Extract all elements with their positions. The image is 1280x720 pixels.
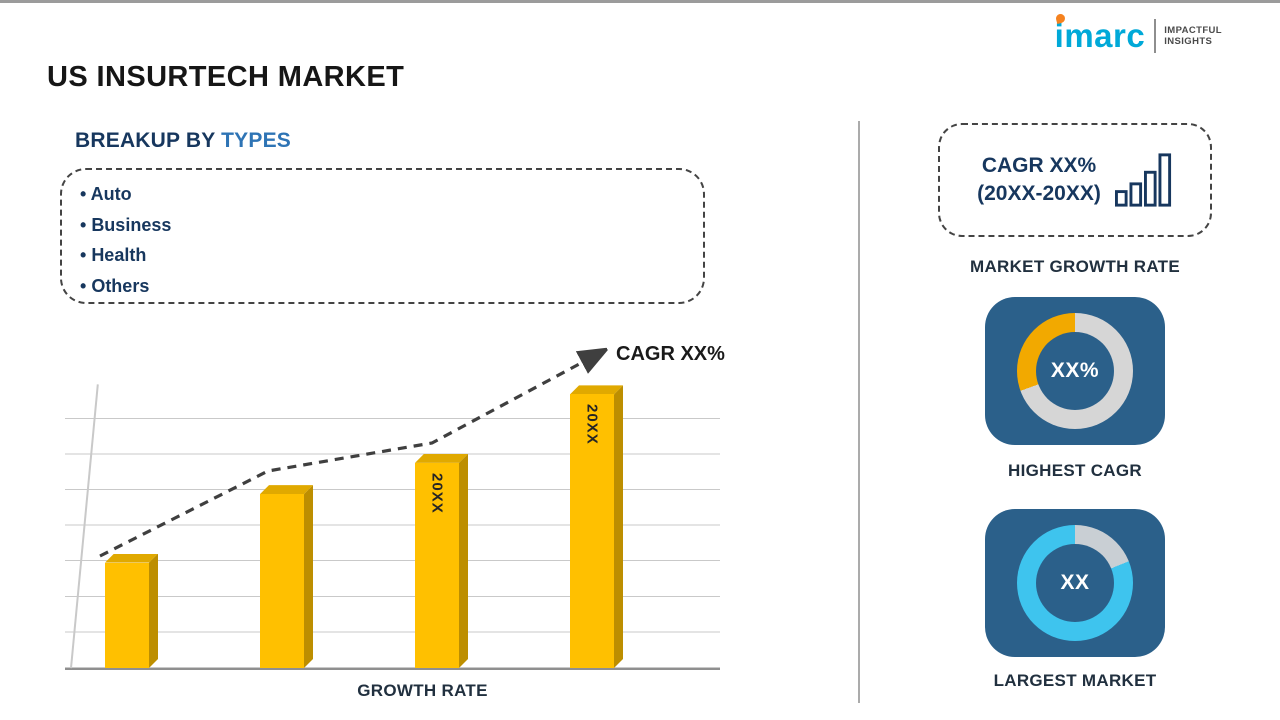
x-axis-label: GROWTH RATE: [357, 681, 488, 700]
bar-shadow: [578, 660, 674, 668]
bar-shadow: [268, 660, 364, 668]
bar-shadow: [423, 660, 519, 668]
bar-group: 20XX 20XX: [65, 383, 720, 668]
breakup-heading: BREAKUP BY TYPES: [75, 129, 291, 153]
types-box: Auto Business Health Others: [60, 168, 705, 304]
imarc-logo: imarc IMPACTFUL INSIGHTS: [1054, 12, 1222, 55]
bar-value-label: 20XX: [583, 404, 601, 446]
highest-cagr-donut: XX%: [1017, 313, 1133, 429]
largest-market-tile: XX: [985, 509, 1165, 657]
cagr-box-text: CAGR XX% (20XX-20XX): [977, 152, 1101, 208]
logo-brand-text: imarc: [1054, 17, 1146, 54]
chart-bar: 20XX: [570, 394, 674, 668]
page-title: US INSURTECH MARKET: [47, 61, 405, 93]
types-list: Auto Business Health Others: [62, 179, 703, 301]
chart-bar: [260, 494, 364, 668]
cagr-box-line1: CAGR XX%: [981, 154, 1097, 177]
type-item-business: Business: [80, 210, 703, 241]
logo-tagline: IMPACTFUL INSIGHTS: [1164, 25, 1222, 48]
section-divider: [858, 121, 860, 703]
market-growth-rate-label: MARKET GROWTH RATE: [969, 257, 1180, 276]
growth-rate-chart: 20XX 20XX CAGR XX%: [65, 343, 725, 670]
type-item-auto: Auto: [80, 179, 703, 210]
cagr-box-line2: (20XX-20XX): [977, 182, 1101, 205]
type-item-health: Health: [80, 240, 703, 271]
chart-bar: 20XX: [415, 462, 519, 668]
highest-cagr-label: HIGHEST CAGR: [1008, 461, 1142, 480]
bar-value-label: 20XX: [428, 472, 446, 514]
type-item-others: Others: [80, 271, 703, 302]
logo-tagline-line1: IMPACTFUL: [1164, 24, 1222, 36]
bar-chart-icon: [1114, 153, 1171, 207]
chart-bar: [105, 562, 209, 668]
breakup-heading-prefix: BREAKUP BY: [75, 129, 222, 152]
largest-market-label: LARGEST MARKET: [993, 671, 1157, 690]
breakup-heading-highlight: TYPES: [221, 129, 291, 152]
highest-cagr-tile: XX%: [985, 297, 1165, 445]
cagr-box: CAGR XX% (20XX-20XX): [938, 123, 1212, 237]
sidebar: CAGR XX% (20XX-20XX) MARKET GROWTH RATE …: [900, 3, 1250, 720]
highest-cagr-value: XX%: [1050, 359, 1100, 382]
logo-tagline-line2: INSIGHTS: [1164, 36, 1213, 47]
logo-divider: [1154, 19, 1157, 53]
bar-shadow: [113, 660, 209, 668]
trend-cagr-label: CAGR XX%: [616, 343, 725, 365]
largest-market-donut: XX: [1017, 525, 1133, 641]
largest-market-value: XX: [1060, 571, 1090, 594]
logo-brand-wrap: imarc: [1054, 12, 1146, 55]
